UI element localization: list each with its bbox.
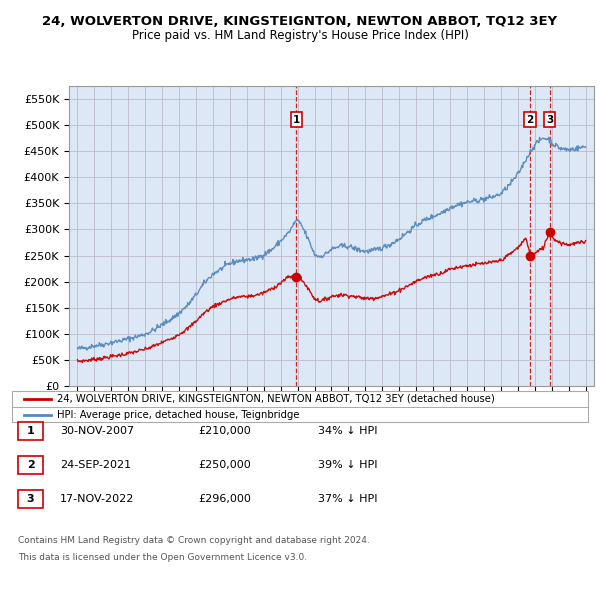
Text: This data is licensed under the Open Government Licence v3.0.: This data is licensed under the Open Gov… [18,553,307,562]
Text: 2: 2 [27,460,34,470]
Text: Price paid vs. HM Land Registry's House Price Index (HPI): Price paid vs. HM Land Registry's House … [131,30,469,42]
Text: 3: 3 [27,494,34,504]
Text: 30-NOV-2007: 30-NOV-2007 [60,426,134,435]
Text: 2: 2 [527,114,534,124]
Text: 24-SEP-2021: 24-SEP-2021 [60,460,131,470]
Text: 1: 1 [27,426,34,435]
Text: 24, WOLVERTON DRIVE, KINGSTEIGNTON, NEWTON ABBOT, TQ12 3EY: 24, WOLVERTON DRIVE, KINGSTEIGNTON, NEWT… [43,15,557,28]
Text: 17-NOV-2022: 17-NOV-2022 [60,494,134,504]
Text: 1: 1 [293,114,300,124]
Text: 37% ↓ HPI: 37% ↓ HPI [318,494,377,504]
Text: £250,000: £250,000 [198,460,251,470]
Text: £296,000: £296,000 [198,494,251,504]
Text: 34% ↓ HPI: 34% ↓ HPI [318,426,377,435]
Text: 24, WOLVERTON DRIVE, KINGSTEIGNTON, NEWTON ABBOT, TQ12 3EY (detached house): 24, WOLVERTON DRIVE, KINGSTEIGNTON, NEWT… [57,394,495,404]
Text: £210,000: £210,000 [198,426,251,435]
Text: 3: 3 [546,114,553,124]
Text: HPI: Average price, detached house, Teignbridge: HPI: Average price, detached house, Teig… [57,409,299,419]
Text: 39% ↓ HPI: 39% ↓ HPI [318,460,377,470]
Text: Contains HM Land Registry data © Crown copyright and database right 2024.: Contains HM Land Registry data © Crown c… [18,536,370,545]
